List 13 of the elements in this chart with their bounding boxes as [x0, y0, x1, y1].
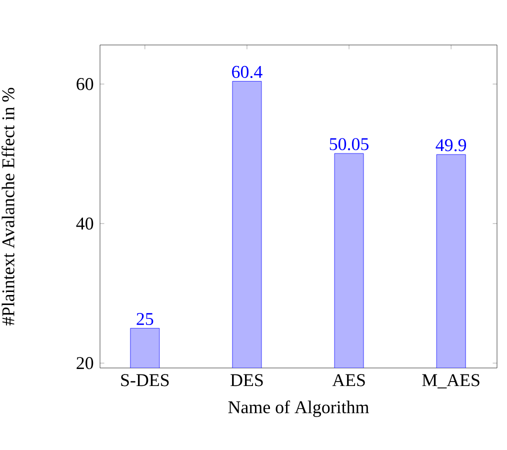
y-axis-title: #Plaintext Avalanche Effect in % — [2, 88, 14, 326]
x-axis-title: Name of Algorithm — [228, 400, 369, 417]
data-label: 60.4 — [232, 66, 262, 78]
x-tick-label: M_AES — [422, 374, 480, 388]
y-tick-label: 40 — [76, 218, 94, 230]
data-label: 50.05 — [330, 138, 368, 150]
y-tick-label: 20 — [76, 357, 94, 370]
y-tick-label: 60 — [76, 78, 94, 90]
x-tick-label: AES — [332, 374, 365, 386]
data-label: 25 — [136, 312, 154, 326]
data-label: 49.9 — [436, 139, 466, 152]
x-tick-label: S-DES — [121, 374, 169, 386]
x-tick-label: DES — [230, 374, 263, 386]
